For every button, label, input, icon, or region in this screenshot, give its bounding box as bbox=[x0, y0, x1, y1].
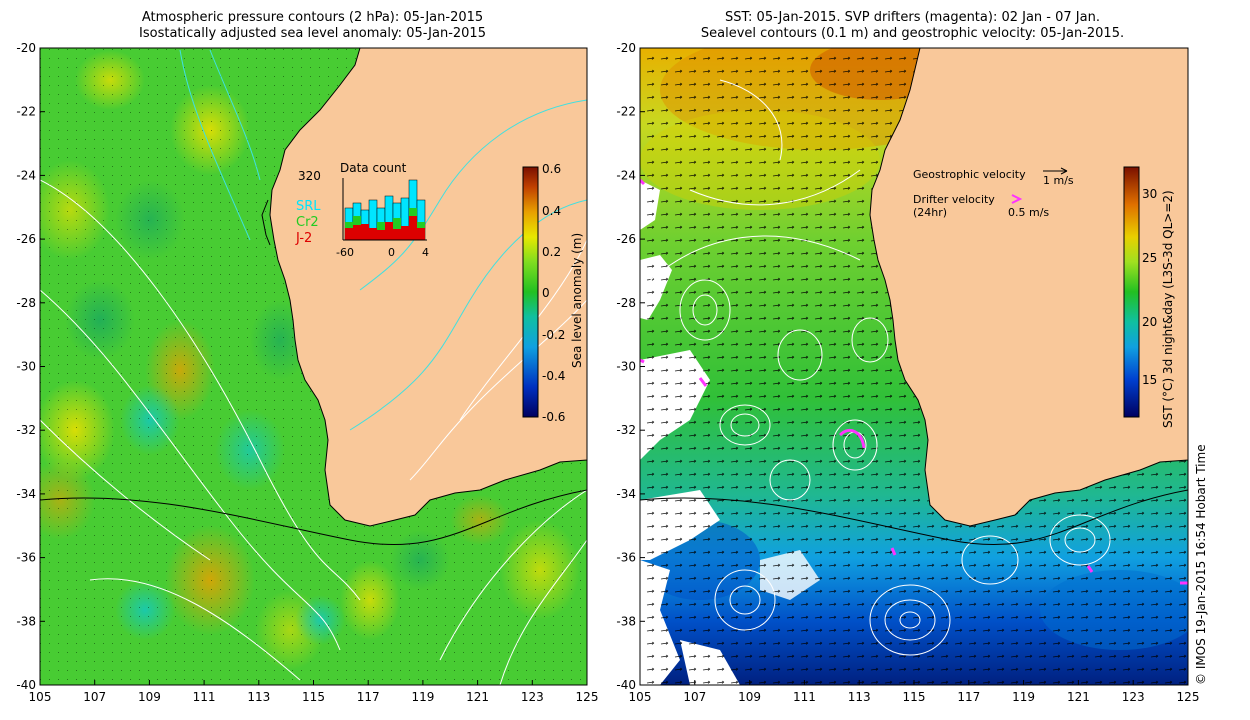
right-cb-tick: 30 bbox=[1142, 187, 1157, 201]
data-count-inset: Data count 320 bbox=[295, 161, 429, 259]
x-tick-label: 119 bbox=[411, 690, 434, 704]
left-cb-tick: -0.6 bbox=[542, 410, 565, 424]
right-map bbox=[640, 48, 1188, 685]
x-tick-label: 111 bbox=[793, 690, 816, 704]
right-title: SST: 05-Jan-2015. SVP drifters (magenta)… bbox=[640, 10, 1185, 42]
left-title-line1: Atmospheric pressure contours (2 hPa): 0… bbox=[141, 10, 484, 25]
y-tick-label: -28 bbox=[616, 296, 636, 310]
y-tick-label: -28 bbox=[16, 296, 36, 310]
y-tick-label: -30 bbox=[616, 360, 636, 374]
y-tick-label: -24 bbox=[616, 168, 636, 182]
inset-title: Data count bbox=[340, 161, 407, 175]
x-tick-label: 117 bbox=[357, 690, 380, 704]
geostrophic-scale: 1 m/s bbox=[1043, 174, 1074, 187]
y-tick-label: -32 bbox=[16, 423, 36, 437]
right-cb-tick: 15 bbox=[1142, 373, 1157, 387]
y-tick-label: -34 bbox=[616, 487, 636, 501]
left-title: Atmospheric pressure contours (2 hPa): 0… bbox=[40, 10, 585, 42]
inset-xtick-0: 0 bbox=[388, 246, 395, 259]
y-tick-label: -32 bbox=[616, 423, 636, 437]
right-cb-tick: 20 bbox=[1142, 315, 1157, 329]
geostrophic-arrow-head bbox=[1060, 167, 1068, 175]
x-tick-label: 111 bbox=[193, 690, 216, 704]
right-cb-tick: 25 bbox=[1142, 251, 1157, 265]
left-colorbar: 0.6 0.4 0.2 0 -0.2 -0.4 -0.6 Sea level a… bbox=[522, 162, 584, 424]
x-tick-label: 125 bbox=[1177, 690, 1200, 704]
left-cb-tick: 0.6 bbox=[542, 162, 561, 176]
y-tick-label: -20 bbox=[616, 41, 636, 55]
x-tick-label: 121 bbox=[1067, 690, 1090, 704]
right-colorbar: 30 25 20 15 SST (°C) 3d night&day (L3S-3… bbox=[1123, 166, 1175, 428]
inset-xtick-4: 4 bbox=[422, 246, 429, 259]
left-cb-tick: -0.4 bbox=[542, 369, 565, 383]
x-tick-label: 121 bbox=[466, 690, 489, 704]
right-title-line2: Sealevel contours (0.1 m) and geostrophi… bbox=[700, 26, 1125, 41]
x-tick-label: 115 bbox=[903, 690, 926, 704]
y-tick-label: -26 bbox=[16, 232, 36, 246]
x-tick-label: 123 bbox=[1122, 690, 1145, 704]
inset-bars bbox=[344, 179, 426, 241]
y-tick-label: -36 bbox=[16, 551, 36, 565]
geostrophic-label: Geostrophic velocity bbox=[913, 168, 1026, 181]
x-tick-label: 109 bbox=[138, 690, 161, 704]
y-tick-label: -36 bbox=[616, 551, 636, 565]
x-tick-label: 113 bbox=[247, 690, 270, 704]
inset-max-label: 320 bbox=[298, 169, 321, 183]
y-tick-label: -40 bbox=[16, 678, 36, 692]
y-tick-label: -22 bbox=[16, 105, 36, 119]
x-tick-label: 115 bbox=[302, 690, 325, 704]
left-map bbox=[40, 48, 587, 685]
x-tick-label: 123 bbox=[521, 690, 544, 704]
right-land bbox=[869, 48, 1188, 527]
x-tick-label: 117 bbox=[957, 690, 980, 704]
y-tick-label: -34 bbox=[16, 487, 36, 501]
left-cb-tick: 0.4 bbox=[542, 204, 561, 218]
right-title-line1: SST: 05-Jan-2015. SVP drifters (magenta)… bbox=[725, 10, 1100, 25]
x-tick-label: 125 bbox=[576, 690, 599, 704]
legend-srl: SRL bbox=[296, 199, 321, 214]
y-tick-label: -20 bbox=[16, 41, 36, 55]
imos-credit: © IMOS 19-Jan-2015 16:54 Hobart Time bbox=[1194, 444, 1208, 685]
left-land bbox=[269, 48, 587, 527]
x-tick-label: 105 bbox=[29, 690, 52, 704]
x-tick-label: 107 bbox=[683, 690, 706, 704]
inset-xtick-neg60: -60 bbox=[336, 246, 354, 259]
left-title-line2: Isostatically adjusted sea level anomaly… bbox=[139, 26, 486, 41]
y-tick-label: -38 bbox=[616, 614, 636, 628]
y-tick-label: -38 bbox=[16, 614, 36, 628]
left-cb-tick: 0.2 bbox=[542, 245, 561, 259]
y-tick-label: -40 bbox=[616, 678, 636, 692]
x-tick-label: 119 bbox=[1012, 690, 1035, 704]
drifter-scale: 0.5 m/s bbox=[1008, 206, 1049, 219]
y-tick-label: -26 bbox=[616, 232, 636, 246]
legend-cr2: Cr2 bbox=[296, 215, 319, 230]
y-tick-label: -22 bbox=[616, 105, 636, 119]
y-tick-label: -30 bbox=[16, 360, 36, 374]
right-cb-label: SST (°C) 3d night&day (L3S-3d QL>=2) bbox=[1161, 190, 1175, 428]
x-tick-label: 113 bbox=[848, 690, 871, 704]
velocity-legend: Geostrophic velocity 1 m/s Drifter veloc… bbox=[913, 167, 1074, 219]
legend-j2: J-2 bbox=[295, 231, 312, 246]
left-cb-tick: -0.2 bbox=[542, 328, 565, 342]
drifter-tracks bbox=[640, 178, 1188, 585]
x-tick-label: 109 bbox=[738, 690, 761, 704]
y-tick-label: -24 bbox=[16, 168, 36, 182]
left-cb-label: Sea level anomaly (m) bbox=[570, 233, 584, 368]
drifter-label: Drifter velocity bbox=[913, 193, 995, 206]
x-tick-label: 105 bbox=[629, 690, 652, 704]
drifter-arrow bbox=[1011, 194, 1023, 204]
x-tick-label: 107 bbox=[83, 690, 106, 704]
left-cb-tick: 0 bbox=[542, 286, 550, 300]
drifter-sub: (24hr) bbox=[913, 206, 947, 219]
